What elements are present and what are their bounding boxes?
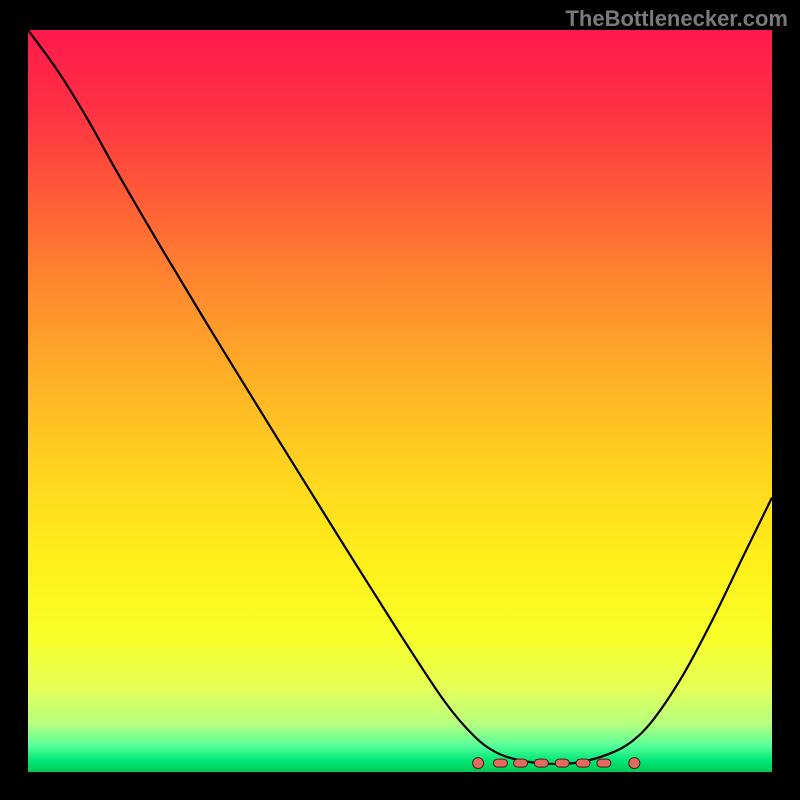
range-dash bbox=[514, 759, 528, 767]
range-dash bbox=[576, 759, 590, 767]
plot-svg bbox=[28, 30, 772, 772]
range-dash bbox=[534, 759, 548, 767]
range-end-dot bbox=[629, 758, 640, 769]
watermark-text: TheBottlenecker.com bbox=[565, 6, 788, 32]
range-end-dot bbox=[473, 758, 484, 769]
gradient-background bbox=[28, 30, 772, 772]
range-dash bbox=[555, 759, 569, 767]
range-dash bbox=[597, 759, 611, 767]
plot-area bbox=[28, 30, 772, 772]
range-dash bbox=[493, 759, 507, 767]
